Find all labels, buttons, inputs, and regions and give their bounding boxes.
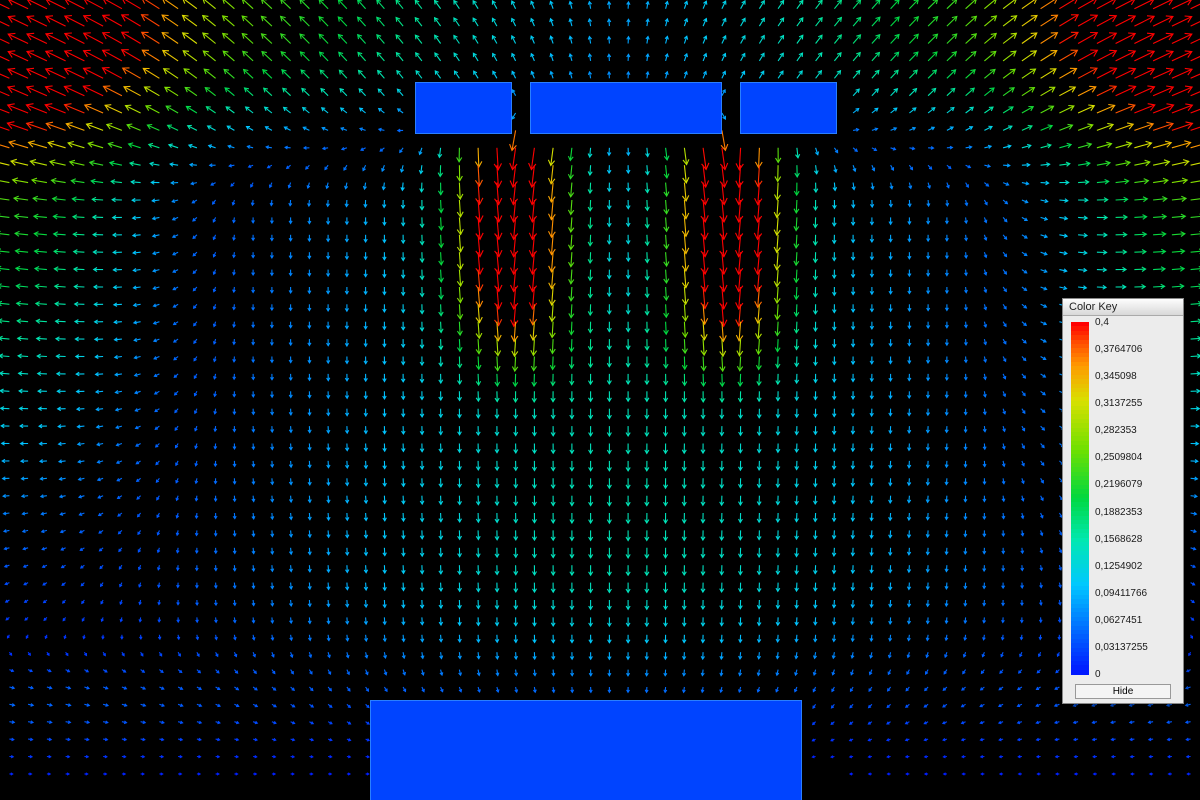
- legend-tick: 0,2196079: [1095, 479, 1142, 490]
- bottom-block: [370, 700, 802, 800]
- top-block-center: [530, 82, 722, 134]
- legend-tick: 0,3764706: [1095, 344, 1142, 355]
- legend-tick: 0,282353: [1095, 425, 1137, 436]
- legend-tick: 0,1254902: [1095, 561, 1142, 572]
- color-key-title: Color Key: [1063, 299, 1183, 316]
- legend-tick: 0,2509804: [1095, 452, 1142, 463]
- legend-tick: 0,1882353: [1095, 507, 1142, 518]
- color-key-panel[interactable]: Color Key 0,40,37647060,3450980,31372550…: [1062, 298, 1184, 704]
- legend-tick: 0,1568628: [1095, 534, 1142, 545]
- legend-tick: 0,4: [1095, 317, 1109, 328]
- legend-tick: 0,0627451: [1095, 615, 1142, 626]
- top-block-right: [740, 82, 837, 134]
- top-block-left: [415, 82, 512, 134]
- simulation-viewport: Color Key 0,40,37647060,3450980,31372550…: [0, 0, 1200, 800]
- color-key-body: 0,4 0,3764706 0,345098 0,3137255 0,282353 0,2…: [1063, 316, 1183, 682]
- legend-tick: 0,09411766: [1095, 588, 1147, 599]
- legend-tick: 0: [1095, 669, 1101, 680]
- legend-tick: 0,345098: [1095, 371, 1137, 382]
- hide-button[interactable]: Hide: [1075, 684, 1171, 699]
- legend-tick: 0,03137255: [1095, 642, 1148, 653]
- legend-tick: 0,3137255: [1095, 398, 1142, 409]
